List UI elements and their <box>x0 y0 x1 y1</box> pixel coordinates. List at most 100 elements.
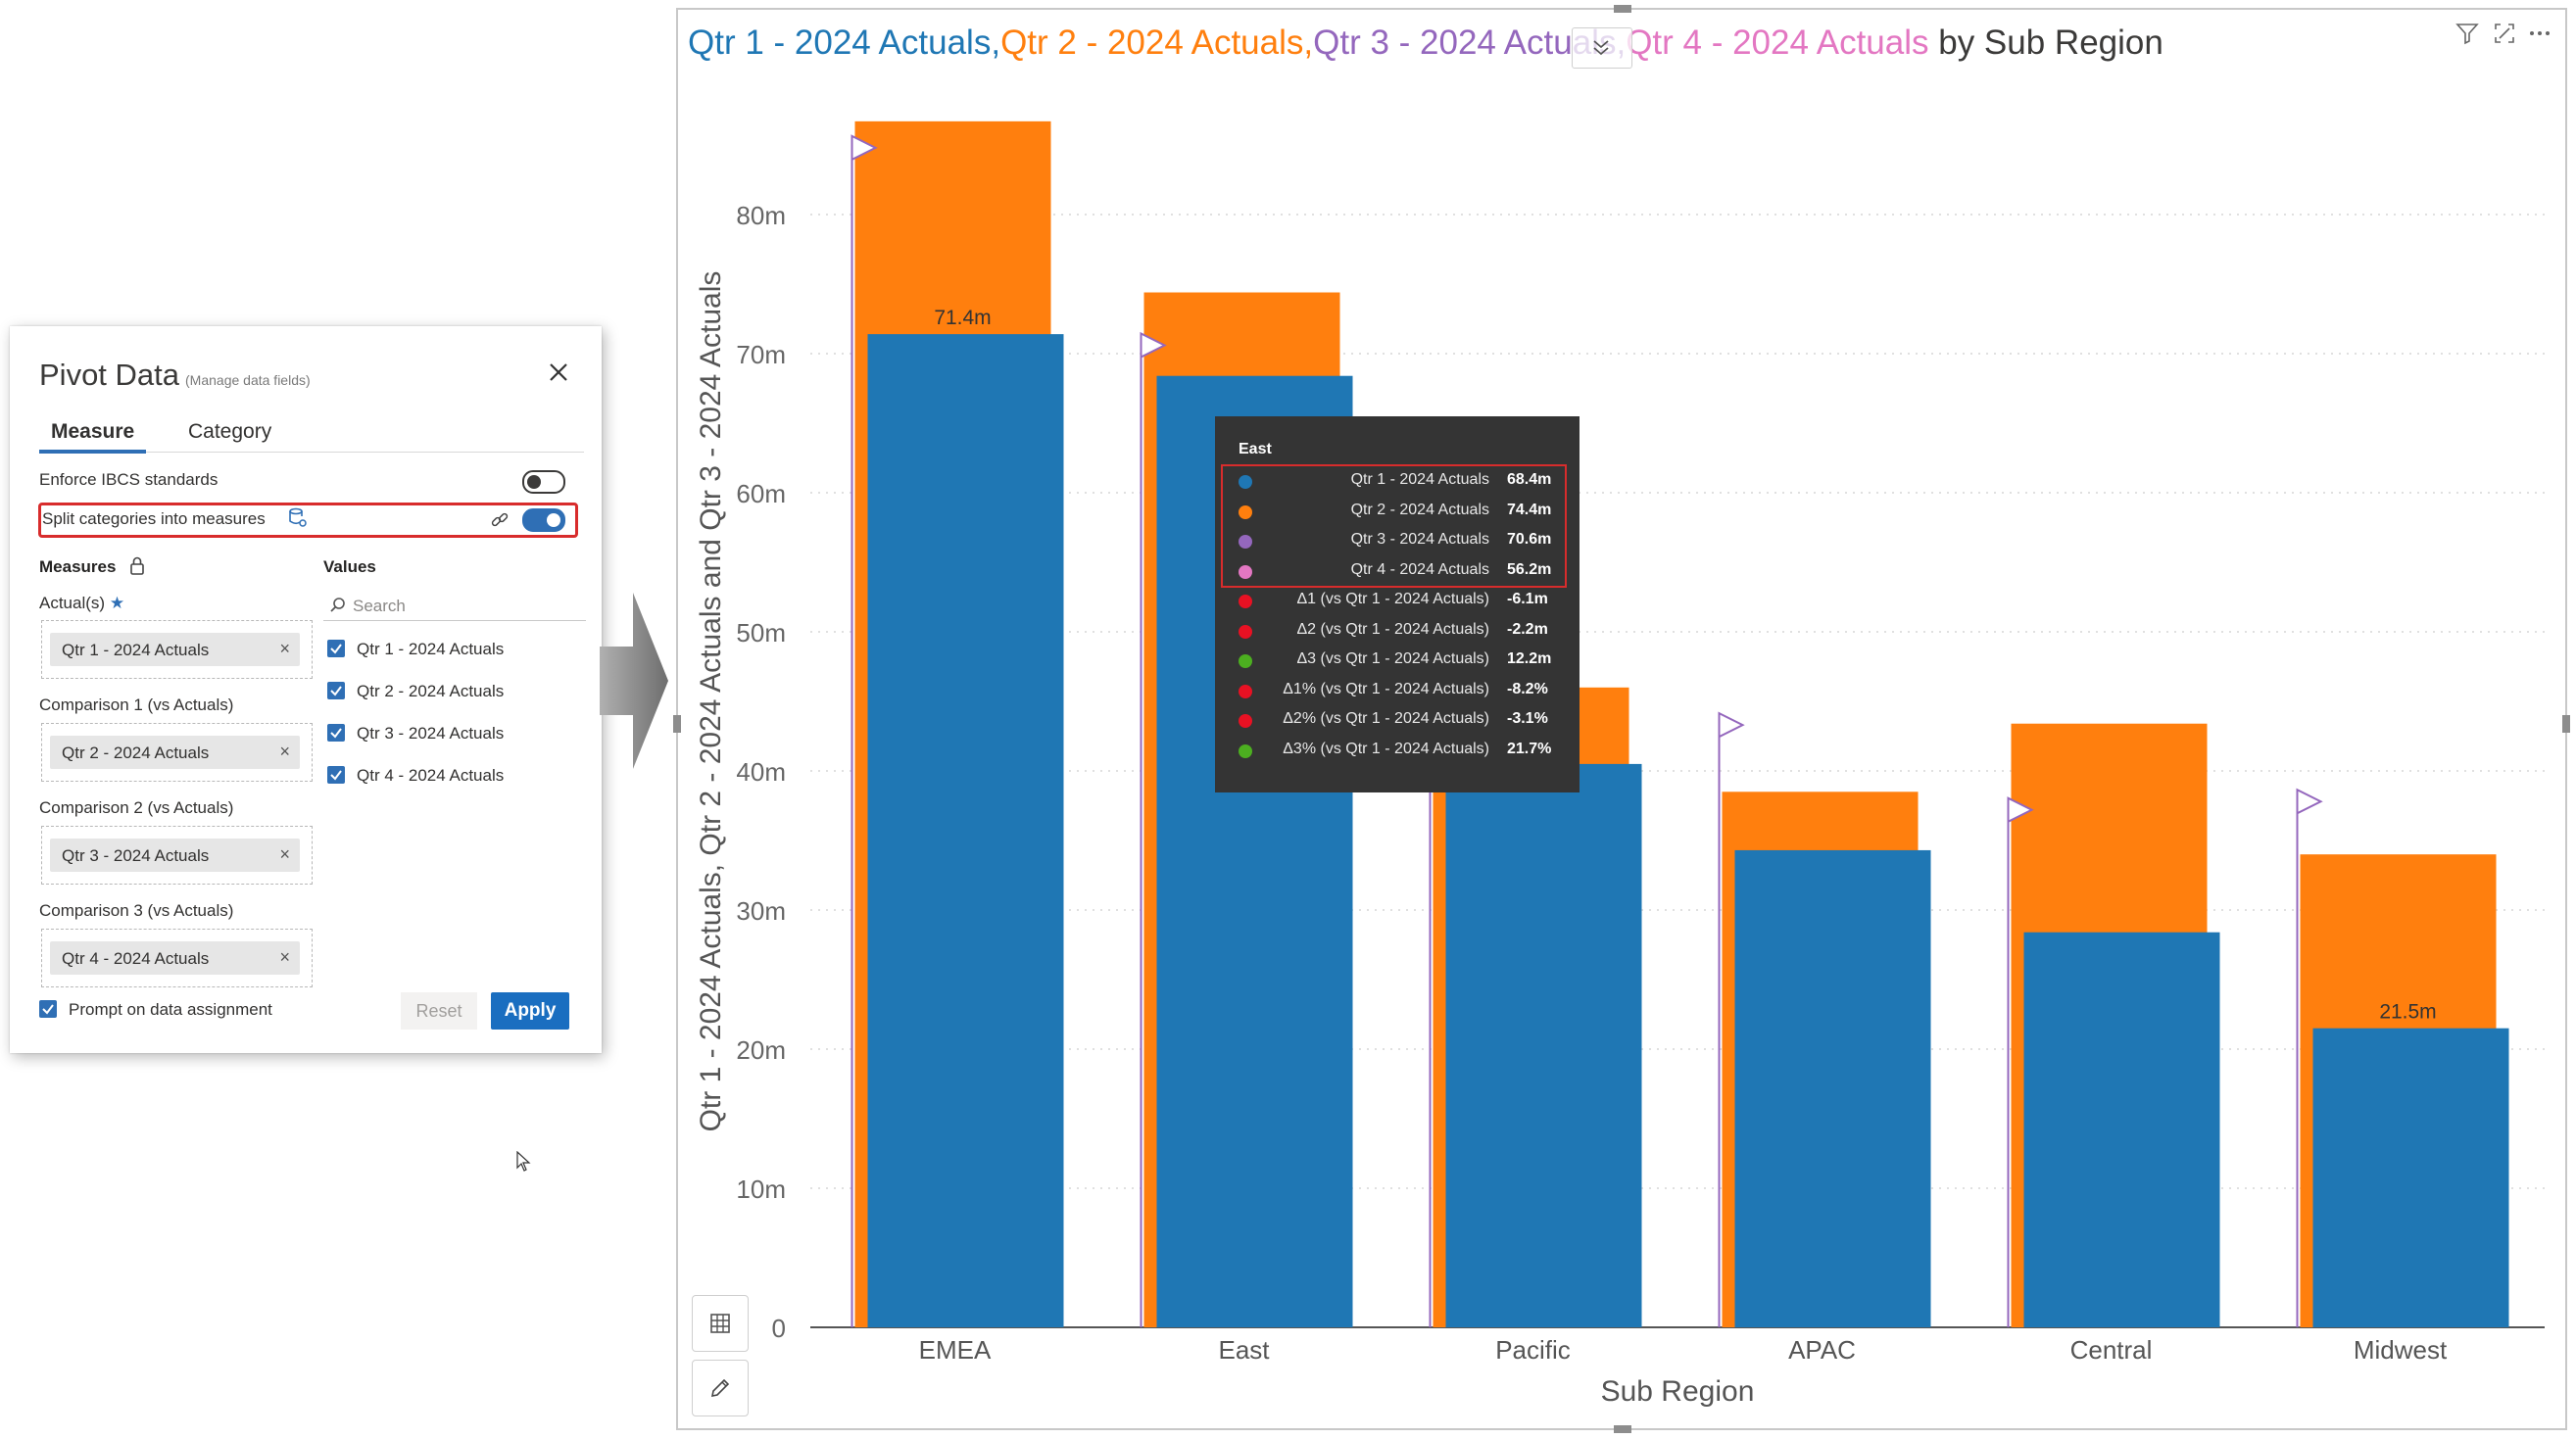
panel-tabs: Measure Category <box>39 420 584 454</box>
prompt-label: Prompt on data assignment <box>69 1000 272 1019</box>
y-tick-label: 80m <box>736 201 786 230</box>
tooltip-highlight-box <box>1221 464 1567 588</box>
tooltip-row-value: 56.2m <box>1507 560 1552 578</box>
comparison-1-well[interactable]: Qtr 2 - 2024 Actuals × <box>41 723 313 782</box>
actuals-well[interactable]: Qtr 1 - 2024 Actuals × <box>41 620 313 679</box>
title-q1: Qtr 1 - 2024 Actuals, <box>688 24 1001 62</box>
remove-icon[interactable]: × <box>279 844 290 864</box>
tooltip-row: Δ3 (vs Qtr 1 - 2024 Actuals) 12.2m <box>1215 648 1580 674</box>
bar-qtr1 <box>2312 1028 2509 1327</box>
tooltip-row: Qtr 1 - 2024 Actuals 68.4m <box>1215 469 1580 495</box>
comparison-2-well[interactable]: Qtr 3 - 2024 Actuals × <box>41 826 313 885</box>
chart-visual[interactable]: Qtr 1 - 2024 Actuals,Qtr 2 - 2024 Actual… <box>673 5 2570 1433</box>
resize-handle[interactable] <box>2562 715 2570 733</box>
resize-handle[interactable] <box>1614 1425 1631 1433</box>
field-chip[interactable]: Qtr 3 - 2024 Actuals × <box>50 839 300 872</box>
bar-qtr1 <box>2023 932 2220 1327</box>
edit-button[interactable] <box>692 1360 749 1416</box>
y-tick-label: 50m <box>736 618 786 648</box>
x-tick-label: EMEA <box>919 1335 992 1365</box>
tab-category[interactable]: Category <box>188 420 272 443</box>
actuals-label-text: Actual(s) <box>39 594 106 612</box>
checkbox[interactable] <box>327 640 345 657</box>
filter-icon[interactable] <box>2454 20 2481 47</box>
marker-qtr3-flag <box>2007 796 2034 824</box>
tooltip-row-value: -8.2% <box>1507 680 1548 697</box>
table-view-button[interactable] <box>692 1295 749 1352</box>
y-axis-title: Qtr 1 - 2024 Actuals, Qtr 2 - 2024 Actua… <box>695 271 727 1132</box>
tooltip-row-value: 68.4m <box>1507 471 1552 488</box>
field-chip[interactable]: Qtr 1 - 2024 Actuals × <box>50 633 300 666</box>
search-input[interactable]: Search <box>323 591 586 621</box>
remove-icon[interactable]: × <box>279 947 290 967</box>
value-label: Qtr 3 - 2024 Actuals <box>357 724 505 743</box>
panel-subtitle: (Manage data fields) <box>185 372 311 388</box>
tooltip-row-label: Δ2 (vs Qtr 1 - 2024 Actuals) <box>1296 620 1489 638</box>
chip-label: Qtr 2 - 2024 Actuals <box>62 743 210 762</box>
data-label: 71.4m <box>934 307 991 329</box>
database-settings-icon <box>289 507 307 527</box>
y-tick-label: 60m <box>736 479 786 508</box>
tooltip-row-label: Qtr 3 - 2024 Actuals <box>1350 531 1489 548</box>
bar-qtr1 <box>1734 849 1931 1327</box>
tooltip-title: East <box>1239 441 1272 457</box>
series-dot <box>1239 714 1252 728</box>
tooltip-row-value: 21.7% <box>1507 740 1552 757</box>
data-label: 21.5m <box>2379 1001 2436 1024</box>
y-tick-label: 40m <box>736 757 786 787</box>
resize-handle[interactable] <box>673 715 681 733</box>
tooltip-row: Δ1% (vs Qtr 1 - 2024 Actuals) -8.2% <box>1215 679 1580 704</box>
y-tick-label: 0 <box>772 1314 786 1343</box>
remove-icon[interactable]: × <box>279 742 290 761</box>
x-tick-label: Pacific <box>1495 1335 1571 1365</box>
search-icon <box>330 598 345 612</box>
title-q4: Qtr 4 - 2024 Actuals <box>1626 24 1929 62</box>
field-chip[interactable]: Qtr 2 - 2024 Actuals × <box>50 736 300 769</box>
tooltip-row-label: Δ2% (vs Qtr 1 - 2024 Actuals) <box>1283 710 1489 727</box>
panel-title-text: Pivot Data <box>39 358 180 392</box>
remove-icon[interactable]: × <box>279 639 290 658</box>
chart-tooltip: East Qtr 1 - 2024 Actuals 68.4m Qtr 2 - 20… <box>1215 416 1580 792</box>
expand-title-button[interactable] <box>1572 27 1632 69</box>
title-suffix: by Sub Region <box>1928 24 2163 62</box>
actuals-label: Actual(s) ★ <box>39 594 124 613</box>
y-tick-label: 20m <box>736 1035 786 1065</box>
checkbox[interactable] <box>327 766 345 784</box>
reset-button[interactable]: Reset <box>401 992 477 1030</box>
tooltip-row: Δ3% (vs Qtr 1 - 2024 Actuals) 21.7% <box>1215 739 1580 764</box>
highlight-box <box>38 503 578 538</box>
checkbox[interactable] <box>327 682 345 699</box>
close-icon[interactable] <box>545 359 572 386</box>
focus-mode-icon[interactable] <box>2491 20 2518 47</box>
tooltip-row-label: Qtr 2 - 2024 Actuals <box>1350 501 1489 518</box>
marker-qtr3-flag <box>1718 711 1745 739</box>
series-dot <box>1239 564 1252 579</box>
apply-button[interactable]: Apply <box>491 992 569 1030</box>
y-tick-label: 70m <box>736 340 786 369</box>
marker-qtr3-flag <box>851 134 878 162</box>
series-dot <box>1239 684 1252 698</box>
checkbox[interactable] <box>327 724 345 742</box>
more-options-icon[interactable] <box>2526 20 2553 47</box>
series-dot <box>1239 504 1252 519</box>
checkbox[interactable] <box>39 1000 57 1018</box>
tooltip-row-value: 12.2m <box>1507 650 1552 667</box>
comparison-3-well[interactable]: Qtr 4 - 2024 Actuals × <box>41 929 313 987</box>
resize-handle[interactable] <box>1614 5 1631 13</box>
tooltip-row-label: Δ1 (vs Qtr 1 - 2024 Actuals) <box>1296 591 1489 607</box>
split-categories-toggle[interactable] <box>522 508 565 532</box>
enforce-ibcs-toggle[interactable] <box>522 470 565 494</box>
x-tick-label: Central <box>2070 1335 2153 1365</box>
tooltip-row: Qtr 3 - 2024 Actuals 70.6m <box>1215 529 1580 554</box>
tab-measure[interactable]: Measure <box>39 420 147 454</box>
y-tick-label: 30m <box>736 896 786 926</box>
series-dot <box>1239 624 1252 639</box>
tooltip-row: Qtr 2 - 2024 Actuals 74.4m <box>1215 500 1580 525</box>
field-chip[interactable]: Qtr 4 - 2024 Actuals × <box>50 941 300 975</box>
arrow-right-icon <box>600 593 668 769</box>
link-icon[interactable] <box>490 510 510 530</box>
mouse-cursor-icon <box>516 1151 531 1172</box>
title-q2: Qtr 2 - 2024 Actuals, <box>1000 24 1314 62</box>
comparison-2-label: Comparison 2 (vs Actuals) <box>39 798 234 817</box>
comparison-1-label: Comparison 1 (vs Actuals) <box>39 696 234 714</box>
